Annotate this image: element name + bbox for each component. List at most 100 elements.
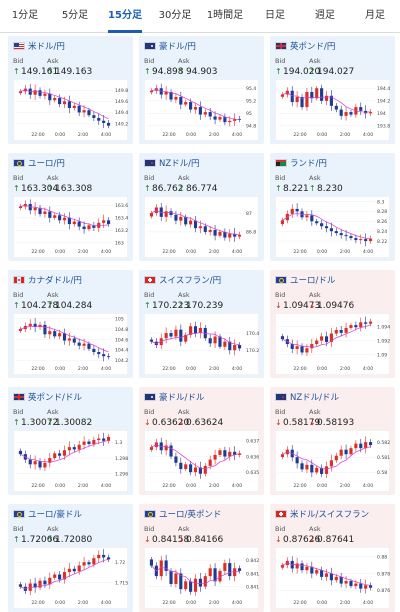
pair-title[interactable]: 豪ドル/円 <box>144 40 196 52</box>
y-tick-label: 149.8 <box>115 88 128 94</box>
candle-body <box>280 454 285 457</box>
chart-background <box>13 79 128 141</box>
rate-card[interactable]: ユーロ/ドル Bid Ask ↓1.09473 ↓1.09476 1.094 1.092 1.… <box>270 270 395 378</box>
candle-body <box>18 450 23 455</box>
candle-body <box>58 574 62 580</box>
za-flag <box>275 159 287 167</box>
rate-card[interactable]: 英ポンド/ドル Bid Ask ↑1.30072 ↑1.30082 1.3 1.298 1.2… <box>8 387 133 495</box>
rate-card[interactable]: 豪ドル/円 Bid Ask ↑94.898 ↑94.903 95.4 95.2 95 94.8 2… <box>139 36 264 144</box>
candle-body <box>329 460 333 467</box>
candle-body <box>174 456 178 463</box>
pair-title[interactable]: 米ドル/円 <box>13 40 65 52</box>
candle-body <box>33 461 37 465</box>
rate-card[interactable]: 英ポンド/円 Bid Ask ↑194.020 ↑194.027 194.4 194.2 19… <box>270 36 395 144</box>
rate-card[interactable]: ユーロ/英ポンド Bid Ask ↓0.84158 ↓0.84166 0.842 0.841… <box>139 504 264 612</box>
pair-title[interactable]: NZドル/円 <box>144 157 200 169</box>
pair-name: 英ポンド/円 <box>290 42 336 52</box>
candle-body <box>295 563 299 569</box>
pair-title[interactable]: ユーロ/ドル <box>275 274 335 286</box>
pair-title[interactable]: カナダドル/円 <box>13 274 82 286</box>
bid-value: 163.304 <box>21 184 59 194</box>
candle-body <box>208 459 212 466</box>
y-tick-label: 1.3 <box>115 440 122 446</box>
trend-arrow-icon: ↓ <box>144 418 151 427</box>
candle-body <box>193 220 198 229</box>
y-tick-label: 163.6 <box>115 203 128 209</box>
tab-週足[interactable]: 週足 <box>315 10 335 21</box>
bid-label: Bid <box>275 408 286 416</box>
ask-label: Ask <box>47 291 59 299</box>
rate-card[interactable]: NZドル/円 Bid Ask ↑86.762 ↑86.774 87 86.8 22:00 0:0… <box>139 153 264 261</box>
x-tick-label: 0:00 <box>186 366 196 372</box>
pair-title[interactable]: 英ポンド/ドル <box>13 391 82 403</box>
candle-body <box>48 331 52 335</box>
bid-value: 149.161 <box>21 67 59 77</box>
candle-body <box>334 105 338 110</box>
candle-body <box>223 231 227 238</box>
rate-card[interactable]: ユーロ/豪ドル Bid Ask ↑1.72066 ↑1.72080 1.72 1.715 22… <box>8 504 133 612</box>
gb-flag <box>13 393 25 401</box>
moving-average-line <box>20 89 109 120</box>
candle-body <box>320 570 324 577</box>
candle-body <box>290 208 294 214</box>
candle-body <box>334 576 338 581</box>
pair-title[interactable]: ユーロ/英ポンド <box>144 508 221 520</box>
bid-value: 104.278 <box>21 301 59 311</box>
gb-flag <box>275 42 287 50</box>
bid-value: 0.84158 <box>152 535 190 545</box>
candle-body <box>359 583 363 589</box>
candle-body <box>48 211 52 218</box>
candle-body <box>159 560 163 577</box>
candle-body <box>320 467 324 474</box>
pair-title[interactable]: 豪ドル/ドル <box>144 391 204 403</box>
moving-average-line <box>151 209 240 236</box>
candle-body <box>189 581 193 592</box>
x-tick-label: 0:00 <box>317 132 327 138</box>
ask-label: Ask <box>309 525 321 533</box>
pair-title[interactable]: 英ポンド/円 <box>275 40 335 52</box>
candle-body <box>77 565 81 572</box>
rate-card[interactable]: 米ドル/円 Bid Ask ↑149.161 ↑149.163 149.8 149.6 149… <box>8 36 133 144</box>
candle-body <box>184 216 188 225</box>
pair-title[interactable]: ランド/円 <box>275 157 327 169</box>
y-tick-label: 1.094 <box>377 324 390 330</box>
trend-arrow-icon: ↑ <box>13 67 20 76</box>
candle-body <box>82 343 86 346</box>
candle-body <box>368 238 373 242</box>
tab-日足[interactable]: 日足 <box>265 10 285 21</box>
rate-card[interactable]: 米ドル/スイスフラン Bid Ask ↓0.87626 ↓0.87641 0.88 0.87… <box>270 504 395 612</box>
rate-card[interactable]: 豪ドル/ドル Bid Ask ↓0.63620 ↓0.63624 0.637 0.636 0.… <box>139 387 264 495</box>
candle-body <box>364 442 368 449</box>
x-tick-label: 4:00 <box>101 249 111 255</box>
trend-arrow-icon: ↑ <box>47 184 54 193</box>
x-tick-label: 22:00 <box>31 483 44 489</box>
tab-30分足[interactable]: 30分足 <box>158 10 192 21</box>
y-tick-label: 0.88 <box>377 555 387 561</box>
pair-name: ユーロ/ドル <box>290 276 336 286</box>
candle-body <box>184 102 188 105</box>
tab-1時間足[interactable]: 1時間足 <box>206 10 244 21</box>
x-tick-label: 22:00 <box>293 600 306 606</box>
rate-card[interactable]: カナダドル/円 Bid Ask ↑104.278 ↑104.284 105 104.8 104… <box>8 270 133 378</box>
rate-card[interactable]: NZドル/ドル Bid Ask ↓0.58179 ↓0.58193 0.582 0.581 0… <box>270 387 395 495</box>
tab-15分足[interactable]: 15分足 <box>100 0 150 33</box>
candle-body <box>305 566 309 571</box>
pair-title[interactable]: スイスフラン/円 <box>144 274 221 286</box>
tab-月足[interactable]: 月足 <box>365 10 385 21</box>
candle-body <box>329 228 333 232</box>
rate-card[interactable]: ランド/円 Bid Ask ↑8.221 ↑8.230 8.3 8.28 8.26 8.24 8.… <box>270 153 395 261</box>
tab-1分足[interactable]: 1分足 <box>11 10 39 21</box>
pair-name: 豪ドル/円 <box>159 42 196 52</box>
pair-title[interactable]: 米ドル/スイスフラン <box>275 508 369 520</box>
rate-card[interactable]: スイスフラン/円 Bid Ask ↑170.223 ↑170.239 170.4 170.2… <box>139 270 264 378</box>
pair-title[interactable]: NZドル/ドル <box>275 391 339 403</box>
tab-5分足[interactable]: 5分足 <box>61 10 89 21</box>
rate-card[interactable]: ユーロ/円 Bid Ask ↑163.304 ↑163.308 163.6 163.4 163… <box>8 153 133 261</box>
x-tick-label: 4:00 <box>101 483 111 489</box>
x-tick-label: 0:00 <box>55 132 65 138</box>
pair-title[interactable]: ユーロ/円 <box>13 157 65 169</box>
trend-arrow-icon: ↓ <box>309 418 316 427</box>
pair-title[interactable]: ユーロ/豪ドル <box>13 508 82 520</box>
candle-body <box>179 462 183 470</box>
bid-label: Bid <box>13 525 24 533</box>
